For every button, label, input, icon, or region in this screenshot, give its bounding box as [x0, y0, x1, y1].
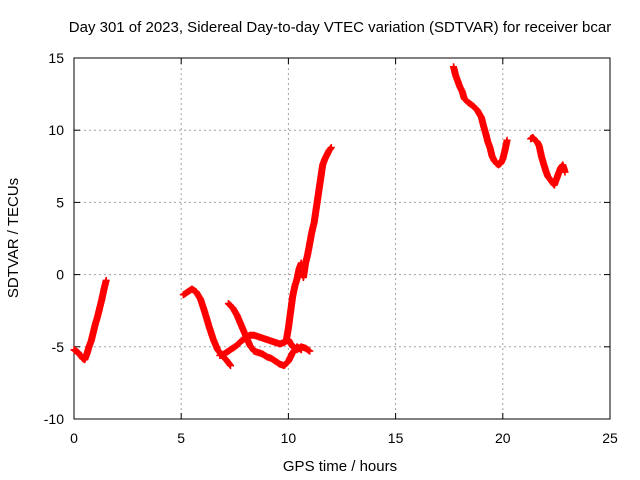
data-point [297, 346, 305, 354]
y-tick-label: 10 [48, 122, 64, 138]
y-tick-label: 5 [56, 194, 64, 210]
x-tick-label: 25 [602, 430, 618, 446]
x-tick-label: 15 [388, 430, 404, 446]
x-tick-label: 5 [177, 430, 185, 446]
data-segment [282, 144, 335, 345]
x-tick-label: 10 [281, 430, 297, 446]
data-segment [70, 276, 110, 364]
data-point [503, 136, 511, 144]
grid [74, 58, 610, 419]
y-axis: -10 -5 0 5 10 15 [44, 50, 610, 427]
data-segment [527, 133, 569, 189]
y-tick-label: -10 [44, 411, 64, 427]
x-tick-label: 20 [495, 430, 511, 446]
data-point [102, 276, 110, 284]
y-axis-label: SDTVAR / TECUs [5, 178, 22, 298]
data-segment [179, 285, 234, 370]
y-tick-label: -5 [52, 339, 65, 355]
data-segment [450, 63, 511, 169]
chart-title: Day 301 of 2023, Sidereal Day-to-day VTE… [69, 19, 611, 36]
data-series [70, 63, 569, 370]
data-point [327, 144, 335, 151]
data-point [306, 347, 314, 355]
x-tick-label: 0 [70, 430, 78, 446]
y-tick-label: 15 [48, 50, 64, 66]
x-axis-label: GPS time / hours [283, 458, 397, 475]
data-point [227, 362, 234, 370]
plot-frame [73, 57, 611, 420]
y-tick-label: 0 [56, 267, 64, 283]
data-point [561, 168, 569, 176]
data-segment [224, 300, 305, 370]
x-axis: 0 5 10 15 20 25 [70, 58, 618, 446]
